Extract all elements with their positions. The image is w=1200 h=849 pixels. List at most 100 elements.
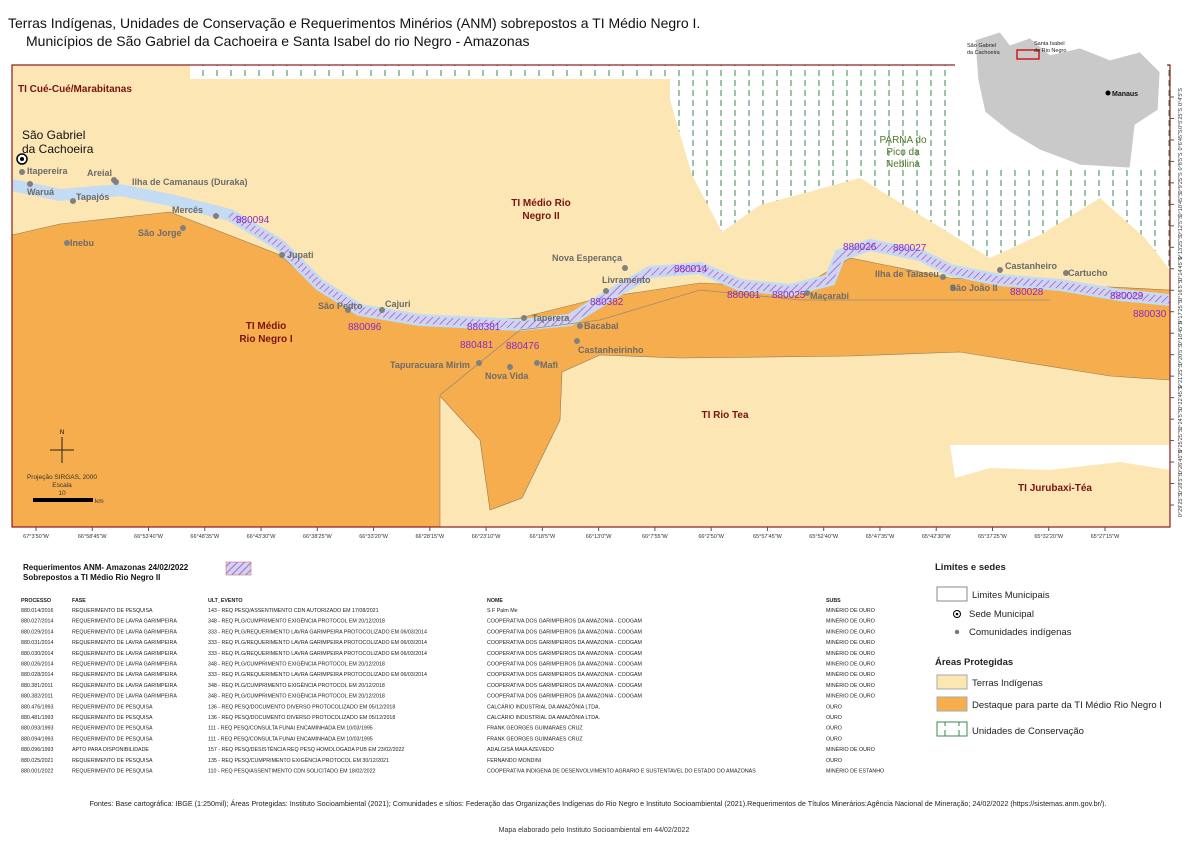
graticule-labels: 67°3'50"W 66°58'45"W 66°53'40"W 66°48'35"W 6… bbox=[23, 88, 1184, 540]
lat-label: 0°5'25"S bbox=[1178, 108, 1184, 129]
table-cell: 135 - REQ PESQ/CUMPRIMENTO EXIGÊNCIA PRO… bbox=[208, 756, 389, 764]
community-dot bbox=[379, 307, 385, 313]
territory: Rio Negro I bbox=[239, 334, 293, 345]
table-cell: 157 - REQ PESQ/DESISTÊNCIA REQ PESQ HOMO… bbox=[208, 745, 404, 753]
process-label: 880028 bbox=[1010, 287, 1044, 298]
community-dot bbox=[507, 364, 513, 370]
table-cell: 348 - REQ PLG/CUMPRIMENTO EXIGÊNCIA PROT… bbox=[208, 660, 385, 668]
table-cell: COOPERATIVA DOS GARIMPEIROS DA AMAZONIA … bbox=[487, 629, 642, 635]
community-label: Castanheiro bbox=[1005, 261, 1058, 271]
table-cell: OURO bbox=[826, 758, 842, 764]
legend-item: Comunidades indígenas bbox=[969, 627, 1072, 638]
table-cell: REQUERIMENTO DE LAVRA GARIMPEIRA bbox=[72, 694, 177, 700]
lon-label: 66°13'0"W bbox=[586, 534, 612, 540]
territory: TI Rio Tea bbox=[701, 410, 748, 421]
legend-item: Limites Municipais bbox=[972, 590, 1050, 601]
community-label: Taperera bbox=[532, 313, 570, 323]
community-dot bbox=[180, 225, 186, 231]
community-label: Areial bbox=[87, 168, 112, 178]
community-dot bbox=[521, 315, 527, 321]
sources: Fontes: Base cartográfica: IBGE (1:250mi… bbox=[90, 799, 1107, 808]
process-label: 880001 bbox=[727, 290, 761, 301]
compass-scale: N Projeção SIRGAS, 2000 Escala 10 km bbox=[27, 430, 104, 505]
lat-label: 0°28'5"S bbox=[1178, 473, 1184, 494]
table-cell: MINÉRIO DE OURO bbox=[826, 746, 875, 753]
table-cell: COOPERATIVA DOS GARIMPEIROS DA AMAZONIA … bbox=[487, 672, 642, 678]
table-cell: 880.028/2014 bbox=[21, 672, 53, 678]
table-cell: REQUERIMENTO DE PESQUISA bbox=[72, 715, 153, 721]
table-cell: COOPERATIVA DOS GARIMPEIROS DA AMAZONIA … bbox=[487, 662, 642, 668]
legend-item: Unidades de Conservação bbox=[972, 726, 1084, 737]
lon-label: 66°43'30"W bbox=[247, 534, 277, 540]
table-cell: CALCÁRIO INDUSTRIAL DA AMAZÔNIA LTDA. bbox=[487, 714, 600, 721]
lon-label: 65°32'20"W bbox=[1034, 534, 1064, 540]
community-label: Waruá bbox=[27, 187, 55, 197]
table-cell: MINÉRIO DE OURO bbox=[826, 682, 875, 689]
table-cell: 110 - REQ PESQ/ASSENTIMENTO CDN SOLICITA… bbox=[208, 769, 376, 775]
territory: TI Cué-Cué/Marabitanas bbox=[18, 84, 132, 95]
table-cell: MINÉRIO DE OURO bbox=[826, 628, 875, 635]
lon-label: 65°37'25"W bbox=[978, 534, 1008, 540]
table-cell: MINÉRIO DE OURO bbox=[826, 639, 875, 646]
lat-label: 0°25'25"S bbox=[1178, 428, 1184, 452]
table-cell: APTO PARA DISPONIBILIDADE bbox=[72, 747, 149, 753]
table-cell: REQUERIMENTO DE PESQUISA bbox=[72, 758, 153, 764]
legend-item: Sede Municipal bbox=[969, 609, 1034, 620]
community-dot bbox=[997, 267, 1003, 273]
lon-label: 66°48'35"W bbox=[190, 534, 220, 540]
table-cell: MINÉRIO DE OURO bbox=[826, 618, 875, 625]
territory: TI Jurubaxi-Téa bbox=[1018, 483, 1092, 494]
community-label: Nova Esperança bbox=[552, 253, 623, 263]
table-cell: 333 - REQ PLG/REQUERIMENTO LAVRA GARIMPE… bbox=[208, 672, 427, 678]
table-header: ULT_EVENTO bbox=[208, 598, 243, 604]
amazonas bbox=[974, 31, 1161, 169]
legend-swatch bbox=[936, 696, 968, 712]
table-cell: 880.094/1993 bbox=[21, 736, 53, 742]
table-cell: 136 - REQ PESQ/DOCUMENTO DIVERSO PROTOCO… bbox=[208, 704, 395, 710]
table-cell: 136 - REQ PESQ/DOCUMENTO DIVERSO PROTOCO… bbox=[208, 715, 395, 721]
process-label: 880382 bbox=[590, 297, 624, 308]
table-cell: REQUERIMENTO DE PESQUISA bbox=[72, 769, 153, 775]
legend: Limites e sedes Limites Municipais Sede … bbox=[935, 562, 1162, 737]
community-dot bbox=[113, 179, 119, 185]
table-cell: 348 - REQ PLG/CUMPRIMENTO EXIGÊNCIA PROT… bbox=[208, 692, 385, 700]
community-dot bbox=[70, 198, 76, 204]
community-dot bbox=[577, 323, 583, 329]
legend-swatch bbox=[936, 586, 968, 602]
city: São Gabriel bbox=[22, 128, 85, 142]
inset-label: Manaus bbox=[1112, 91, 1138, 98]
compass-n: N bbox=[60, 430, 64, 436]
table-cell: 333 - REQ PLG/REQUERIMENTO LAVRA GARIMPE… bbox=[208, 640, 427, 646]
table-cell: 880.027/2014 bbox=[21, 619, 53, 625]
lon-label: 66°38'25"W bbox=[303, 534, 333, 540]
table-swatch bbox=[225, 561, 252, 576]
city-seat-dot bbox=[20, 157, 24, 161]
frame bbox=[11, 64, 1171, 528]
lat-label: 0°26'45"S bbox=[1178, 450, 1184, 474]
inset-label: do Rio Negro bbox=[1034, 48, 1066, 54]
community-label: Itapereira bbox=[27, 166, 69, 176]
table-cell: FRANK GEORGES GUIMARAES CRUZ bbox=[487, 726, 583, 732]
table-cell: 348 - REQ PLG/CUMPRIMENTO EXIGÊNCIA PROT… bbox=[208, 617, 385, 625]
table-cell: REQUERIMENTO DE PESQUISA bbox=[72, 726, 153, 732]
community-label: Tapajós bbox=[76, 192, 109, 202]
lon-label: 65°42'30"W bbox=[922, 534, 952, 540]
inset-label: da Cachoeira bbox=[967, 50, 1001, 56]
community-dot bbox=[64, 240, 70, 246]
table-cell: 880.030/2014 bbox=[21, 651, 53, 657]
community-dot bbox=[940, 274, 946, 280]
table-cell: COOPERATIVA DOS GARIMPEIROS DA AMAZONIA … bbox=[487, 683, 642, 689]
lon-label: 66°53'40"W bbox=[134, 534, 164, 540]
table-cell: S F Palm Me bbox=[487, 608, 518, 614]
table-cell: REQUERIMENTO DE LAVRA GARIMPEIRA bbox=[72, 629, 177, 635]
table-cell: REQUERIMENTO DE LAVRA GARIMPEIRA bbox=[72, 619, 177, 625]
process-label: 880026 bbox=[843, 242, 877, 253]
lat-label: 0°9'25"S bbox=[1178, 172, 1184, 193]
community-label: Livramento bbox=[602, 275, 651, 285]
legend-title: Áreas Protegidas bbox=[935, 657, 1013, 668]
community-label: Cartucho bbox=[1068, 268, 1108, 278]
table-cell: 880.029/2014 bbox=[21, 629, 53, 635]
process-label: 880014 bbox=[674, 264, 708, 275]
table-header: SUBS bbox=[826, 598, 841, 604]
